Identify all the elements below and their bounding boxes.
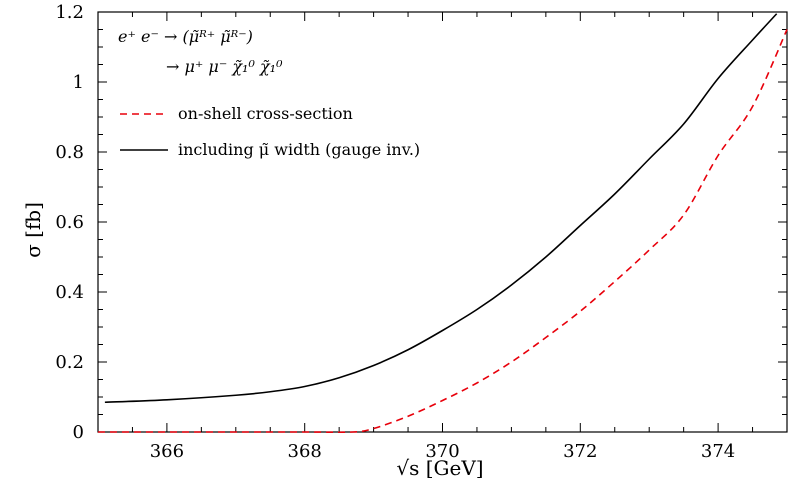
series-line-on-shell (97, 29, 788, 434)
legend: on-shell cross-section including μ̃ widt… (120, 104, 420, 159)
x-axis-title: √s [GeV] (396, 456, 483, 480)
y-tick-label: 0 (73, 422, 84, 443)
x-tick-label: 366 (150, 441, 184, 462)
process-annotation-line1: e⁺ e⁻ → (μ̃ᴿ⁺ μ̃ᴿ⁻) (118, 27, 253, 46)
series-line-with-width (104, 13, 778, 404)
tick-labels: 366 368 370 372 374 0 0.2 0.4 0.6 0.8 1 1.2 (55, 2, 735, 462)
x-tick-label: 368 (288, 441, 322, 462)
y-tick-label: 0.8 (55, 142, 84, 163)
x-tick-label: 372 (563, 441, 597, 462)
x-tick-label: 370 (425, 441, 459, 462)
axis-ticks (97, 11, 788, 433)
series-layer (97, 13, 788, 434)
y-axis-title: σ [fb] (21, 202, 45, 258)
y-tick-label: 0.2 (55, 352, 84, 373)
y-tick-label: 0.6 (55, 212, 84, 233)
y-tick-label: 1.2 (55, 2, 84, 23)
y-tick-label: 0.4 (55, 282, 84, 303)
y-tick-label: 1 (73, 72, 84, 93)
process-annotation-line2: → μ⁺ μ⁻ χ̃₁⁰ χ̃₁⁰ (166, 57, 283, 76)
legend-label-on-shell: on-shell cross-section (178, 104, 353, 123)
legend-label-with-width: including μ̃ width (gauge inv.) (178, 140, 420, 159)
x-tick-label: 374 (701, 441, 735, 462)
